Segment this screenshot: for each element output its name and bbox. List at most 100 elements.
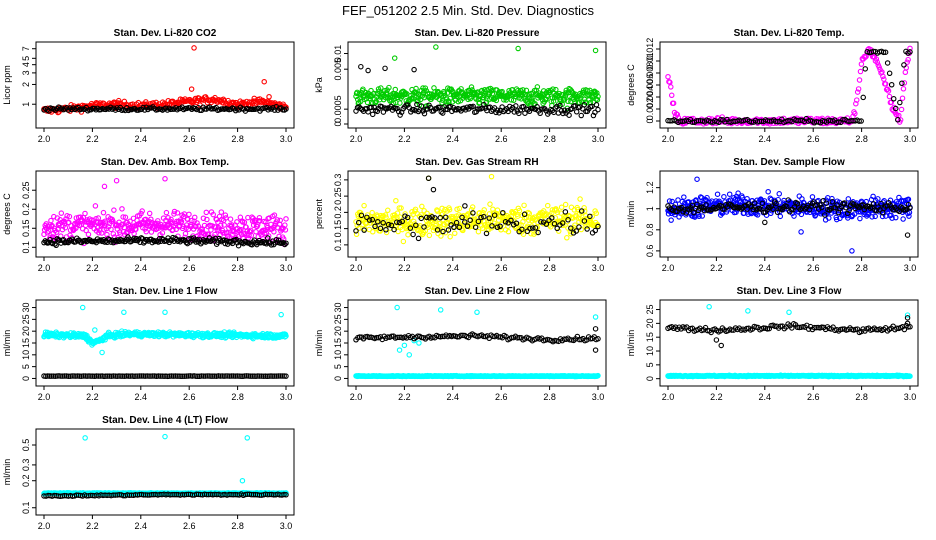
data-point (487, 201, 493, 207)
data-point (527, 225, 533, 232)
data-point (532, 225, 539, 231)
data-point (854, 89, 861, 95)
data-point (168, 373, 175, 379)
x-tick-label: 2.8 (231, 392, 244, 402)
data-point (133, 373, 139, 379)
y-tick-label: 3 (21, 70, 31, 75)
figure-title: FEF_051202 2.5 Min. Std. Dev. Diagnostic… (342, 3, 594, 18)
series-2 (353, 326, 601, 353)
data-point (46, 223, 52, 230)
y-tick-label: 15 (333, 338, 343, 348)
data-point (228, 373, 235, 379)
data-point (882, 81, 889, 87)
data-point (440, 110, 446, 116)
data-point (222, 212, 229, 218)
data-point (57, 237, 63, 244)
data-point (856, 77, 863, 83)
data-point (513, 103, 519, 109)
data-point (870, 193, 876, 200)
data-point (101, 373, 107, 380)
data-point (388, 222, 395, 229)
data-point (783, 203, 790, 210)
y-axis-label: degrees C (626, 64, 636, 106)
data-point (374, 94, 380, 100)
data-point (394, 334, 401, 341)
x-tick-label: 2.4 (135, 263, 148, 273)
x-tick-label: 2.8 (543, 392, 556, 402)
data-point (862, 54, 868, 61)
outlier-point (515, 45, 521, 52)
data-point (283, 240, 289, 246)
outlier-point (904, 232, 911, 238)
data-point (394, 219, 400, 225)
data-point (281, 373, 287, 379)
y-tick-label: 30 (21, 303, 31, 313)
data-point (366, 217, 373, 223)
data-point (907, 49, 913, 55)
data-point (191, 214, 198, 221)
data-point (260, 227, 267, 233)
outlier-point (261, 78, 267, 85)
data-point (459, 214, 465, 221)
y-tick-label: 0.25 (333, 187, 343, 205)
data-point (517, 107, 524, 113)
data-point (170, 373, 177, 379)
plot-frame (659, 299, 919, 387)
data-point (265, 235, 271, 241)
data-point (171, 211, 177, 217)
data-point (674, 208, 680, 215)
outlier-point (188, 86, 195, 92)
data-point (529, 225, 536, 231)
data-point (899, 95, 906, 101)
series-1 (665, 176, 913, 254)
data-point (841, 200, 848, 206)
data-point (412, 206, 419, 213)
data-point (102, 239, 108, 245)
data-point (62, 224, 69, 231)
data-point (758, 206, 764, 212)
data-point (880, 49, 887, 56)
y-tick-label: 0 (21, 376, 31, 381)
outlier-point (592, 47, 599, 54)
x-tick-label: 2.6 (495, 134, 508, 144)
series-2 (665, 197, 913, 238)
data-point (858, 118, 864, 124)
data-point (282, 227, 289, 233)
data-point (172, 373, 179, 379)
data-point (887, 202, 893, 208)
data-point (144, 237, 151, 243)
x-tick-label: 3.0 (280, 134, 293, 144)
y-tick-label: 0 (645, 376, 655, 381)
data-point (674, 111, 681, 118)
data-point (581, 218, 588, 224)
x-tick-label: 2.0 (662, 392, 675, 402)
y-tick-label: 0.25 (21, 181, 31, 199)
x-tick-label: 2.0 (38, 134, 51, 144)
y-tick-label: 0.3 (333, 174, 343, 187)
outlier-point (694, 176, 700, 182)
y-tick-label: 1 (645, 206, 655, 211)
panel-title: Stan. Dev. Line 3 Flow (737, 286, 842, 297)
y-tick-label: 0.1 (21, 241, 31, 254)
data-point (183, 373, 190, 379)
x-tick-label: 2.4 (759, 392, 772, 402)
outlier-point (592, 347, 599, 353)
data-point (361, 202, 367, 209)
data-point (589, 213, 595, 220)
data-point (442, 214, 449, 221)
data-point (754, 212, 761, 218)
data-point (150, 373, 156, 379)
plot-frame (35, 41, 295, 129)
data-point (206, 373, 212, 379)
data-point (121, 224, 128, 231)
data-point (208, 373, 214, 379)
data-point (270, 373, 276, 379)
x-tick-label: 2.6 (183, 263, 196, 273)
data-point (759, 200, 766, 207)
data-point (535, 219, 541, 226)
data-point (881, 198, 887, 204)
data-point (456, 224, 463, 231)
outlier-point (382, 65, 388, 72)
y-tick-label: 0.008 (645, 62, 655, 85)
